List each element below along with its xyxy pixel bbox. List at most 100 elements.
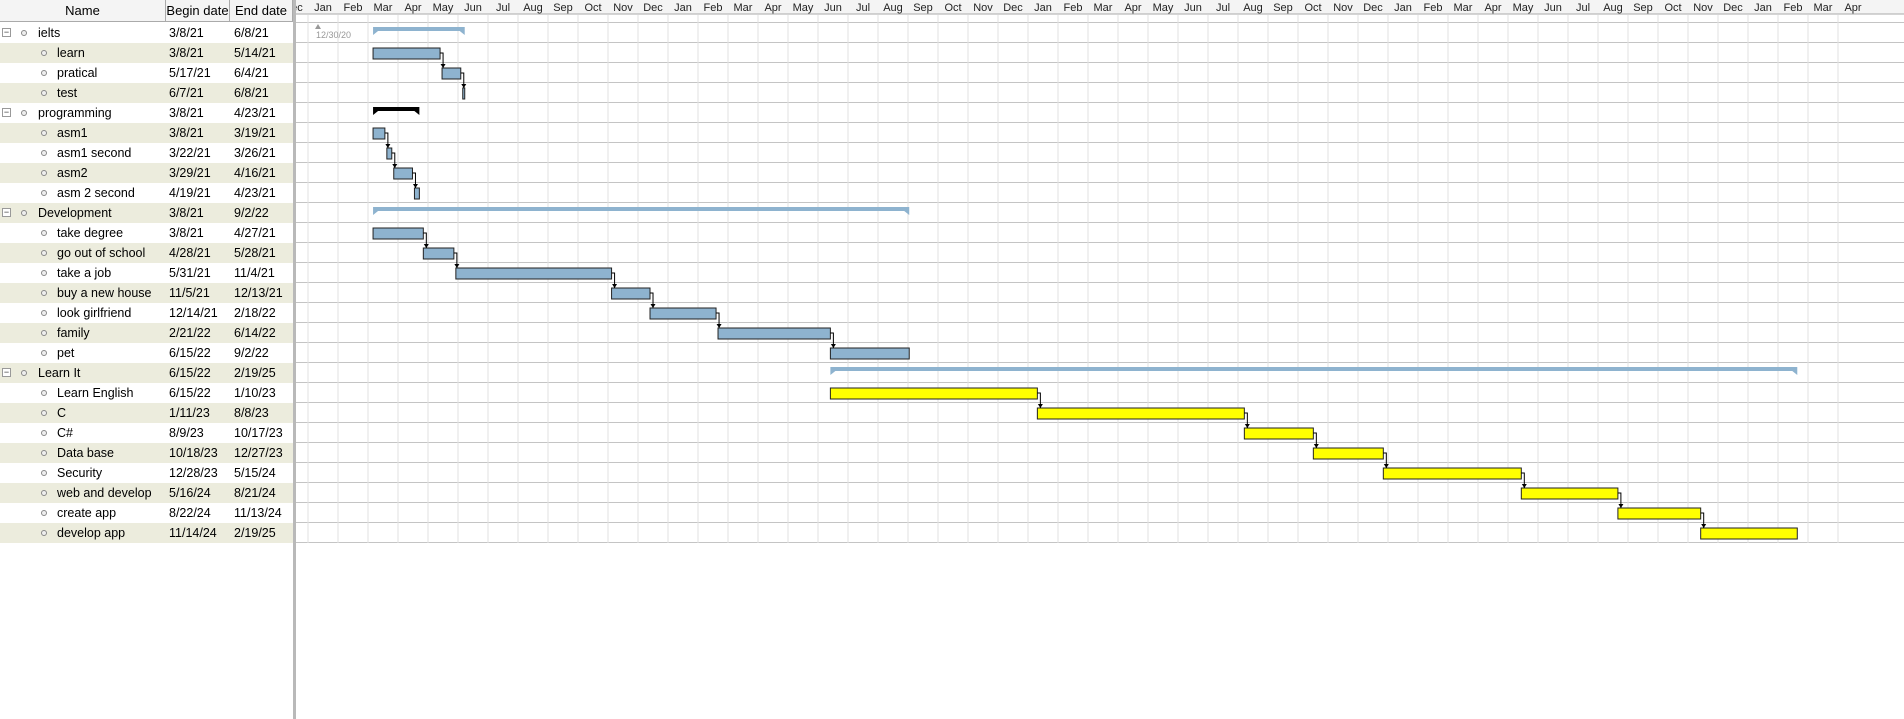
month-label: Jan — [1034, 2, 1052, 14]
dependency-arrow — [412, 172, 416, 188]
table-row[interactable]: take degree 3/8/21 4/27/21 — [0, 223, 293, 243]
dependency-arrow — [440, 52, 444, 68]
collapse-toggle-icon[interactable]: − — [2, 207, 11, 217]
table-group-row[interactable]: − Learn It 6/15/22 2/19/25 — [0, 363, 293, 383]
collapse-toggle-icon[interactable]: − — [2, 367, 11, 377]
end-date: 6/14/22 — [234, 326, 276, 340]
table-row[interactable]: learn 3/8/21 5/14/21 — [0, 43, 293, 63]
begin-date: 1/11/23 — [169, 406, 210, 420]
begin-date: 12/14/21 — [169, 306, 218, 320]
dependency-arrow — [391, 152, 396, 168]
table-row[interactable]: Data base 10/18/23 12/27/23 — [0, 443, 293, 463]
task-name: asm1 second — [57, 146, 132, 160]
begin-date: 6/7/21 — [169, 86, 204, 100]
table-row[interactable]: asm2 3/29/21 4/16/21 — [0, 163, 293, 183]
table-row[interactable]: asm 2 second 4/19/21 4/23/21 — [0, 183, 293, 203]
dependency-arrowhead-icon — [612, 284, 618, 288]
table-row[interactable]: asm1 3/8/21 3/19/21 — [0, 123, 293, 143]
end-date: 2/19/25 — [234, 526, 276, 540]
group-summary-bar-right-cap — [459, 31, 465, 35]
column-header-name[interactable]: Name — [0, 0, 166, 22]
task-bar — [1243, 427, 1314, 440]
table-row[interactable]: create app 8/22/24 11/13/24 — [0, 503, 293, 523]
row-bullet-icon — [41, 150, 47, 156]
row-bullet-icon — [41, 450, 47, 456]
table-row[interactable]: pet 6/15/22 9/2/22 — [0, 343, 293, 363]
begin-date: 3/22/21 — [169, 146, 211, 160]
table-row[interactable]: go out of school 4/28/21 5/28/21 — [0, 243, 293, 263]
month-label: Dec — [1003, 2, 1023, 14]
month-label: Jan — [1754, 2, 1772, 14]
dependency-arrow — [1037, 392, 1041, 408]
month-label: Apr — [1484, 2, 1501, 14]
table-row[interactable]: family 2/21/22 6/14/22 — [0, 323, 293, 343]
table-row[interactable]: test 6/7/21 6/8/21 — [0, 83, 293, 103]
table-row[interactable]: look girlfriend 12/14/21 2/18/22 — [0, 303, 293, 323]
month-label: May — [1153, 2, 1174, 14]
column-header-begin-date[interactable]: Begin date — [166, 0, 230, 22]
table-group-row[interactable]: − programming 3/8/21 4/23/21 — [0, 103, 293, 123]
timeline-header — [296, 0, 1904, 14]
month-label: Apr — [404, 2, 421, 14]
month-label: Aug — [1243, 2, 1263, 14]
dependency-arrowhead-icon — [412, 184, 418, 188]
end-date: 9/2/22 — [234, 346, 269, 360]
table-row[interactable]: asm1 second 3/22/21 3/26/21 — [0, 143, 293, 163]
column-header-end-date[interactable]: End date — [230, 0, 293, 22]
begin-date: 4/19/21 — [169, 186, 211, 200]
month-label: Mar — [1094, 2, 1113, 14]
month-label: Aug — [1603, 2, 1623, 14]
table-group-row[interactable]: − Development 3/8/21 9/2/22 — [0, 203, 293, 223]
month-label: Sep — [553, 2, 573, 14]
panel-splitter[interactable] — [293, 0, 296, 719]
month-label: Jun — [1184, 2, 1202, 14]
table-row[interactable]: C# 8/9/23 10/17/23 — [0, 423, 293, 443]
dependency-arrowhead-icon — [392, 164, 398, 168]
begin-date: 5/31/21 — [169, 266, 211, 280]
row-bullet-icon — [41, 490, 47, 496]
task-name: C# — [57, 426, 73, 440]
table-row[interactable]: web and develop 5/16/24 8/21/24 — [0, 483, 293, 503]
month-label: Nov — [1333, 2, 1353, 14]
table-row[interactable]: develop app 11/14/24 2/19/25 — [0, 523, 293, 543]
group-summary-bar-left-cap — [373, 31, 379, 35]
begin-date: 8/22/24 — [169, 506, 211, 520]
collapse-toggle-icon[interactable]: − — [2, 27, 11, 37]
end-date: 4/23/21 — [234, 106, 276, 120]
dependency-arrow — [1700, 512, 1705, 528]
end-date: 2/18/22 — [234, 306, 276, 320]
month-label: May — [793, 2, 814, 14]
month-label: Jun — [464, 2, 482, 14]
group-summary-bar — [373, 27, 465, 31]
task-name: programming — [38, 106, 112, 120]
task-name: pet — [57, 346, 75, 360]
group-summary-bar — [373, 207, 910, 211]
table-row[interactable]: C 1/11/23 8/8/23 — [0, 403, 293, 423]
table-row[interactable]: buy a new house 11/5/21 12/13/21 — [0, 283, 293, 303]
task-name: learn — [57, 46, 85, 60]
month-label: Sep — [1633, 2, 1653, 14]
month-label: May — [433, 2, 454, 14]
table-group-row[interactable]: − ielts 3/8/21 6/8/21 — [0, 23, 293, 43]
table-row[interactable]: take a job 5/31/21 11/4/21 — [0, 263, 293, 283]
table-row[interactable]: Learn English 6/15/22 1/10/23 — [0, 383, 293, 403]
row-bullet-icon — [21, 210, 27, 216]
task-bar — [1617, 507, 1702, 520]
row-bullet-icon — [41, 510, 47, 516]
month-label: Feb — [1064, 2, 1083, 14]
dependency-arrow — [1521, 472, 1525, 488]
month-label: Feb — [704, 2, 723, 14]
begin-date: 11/14/24 — [169, 526, 217, 540]
dependency-arrow — [830, 332, 834, 348]
task-bar — [1036, 407, 1245, 420]
table-row[interactable]: pratical 5/17/21 6/4/21 — [0, 63, 293, 83]
row-bullet-icon — [41, 390, 47, 396]
row-bullet-icon — [41, 270, 47, 276]
month-label: Jan — [674, 2, 692, 14]
dependency-arrow — [1313, 432, 1317, 448]
row-bullet-icon — [21, 30, 27, 36]
table-row[interactable]: Security 12/28/23 5/15/24 — [0, 463, 293, 483]
collapse-toggle-icon[interactable]: − — [2, 107, 11, 117]
row-bullet-icon — [21, 110, 27, 116]
end-date: 4/23/21 — [234, 186, 276, 200]
